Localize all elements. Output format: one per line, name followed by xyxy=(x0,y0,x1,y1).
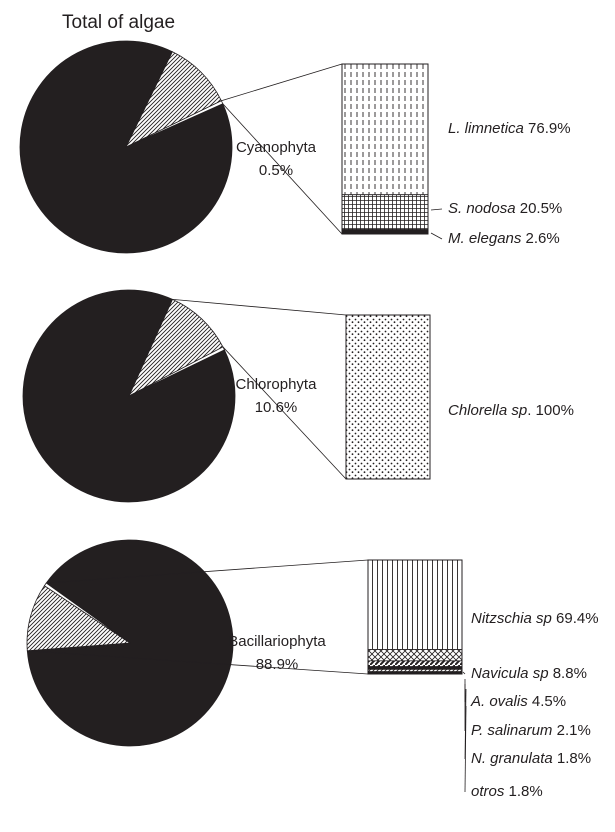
segment-leader-line xyxy=(462,671,466,675)
slice-label-value: 0.5% xyxy=(259,162,293,179)
segment-label-otros: otros 1.8% xyxy=(471,783,543,800)
segment-label-species: L. limnetica xyxy=(448,120,524,137)
segment-label-p-salinarum: P. salinarum 2.1% xyxy=(471,722,591,739)
bar-segment-s-nodosa xyxy=(341,194,429,230)
segment-label-percent: 4.5% xyxy=(528,693,566,710)
segment-label-chlorella-sp: Chlorella sp. 100% xyxy=(448,402,574,419)
charts-group: Cyanophyta 0.5% L. limnetica 76.9% S. nodos… xyxy=(19,40,599,800)
bar-segment-p-salinarum xyxy=(367,666,463,670)
pie-connector-top xyxy=(221,63,343,102)
slice-label-name: Cyanophyta xyxy=(236,139,317,156)
pie-panel-cyanophyta: Cyanophyta 0.5% L. limnetica 76.9% S. nodos… xyxy=(19,40,571,254)
pie-slice-cyanophyta xyxy=(43,582,131,644)
figure-title: Total of algae xyxy=(62,12,175,33)
segment-label-species: N. granulata xyxy=(471,750,553,767)
segment-label-species: Chlorella sp xyxy=(448,402,527,419)
pie-slice-chlorophyta xyxy=(128,298,224,397)
segment-label-species: otros xyxy=(471,783,505,800)
segment-label-s-nodosa: S. nodosa 20.5% xyxy=(448,200,562,217)
segment-label-percent: 69.4% xyxy=(552,610,599,627)
segment-label-species: S. nodosa xyxy=(448,200,516,217)
segment-leader-line xyxy=(430,208,443,211)
segment-label-navicula-sp: Navicula sp 8.8% xyxy=(471,665,587,682)
bar-segment-nitzschia-sp xyxy=(367,559,463,650)
slice-label-value: 88.9% xyxy=(256,656,299,673)
bar-segment-l-limnetica xyxy=(341,63,429,196)
pie-panel-bacillariophyta: Bacillariophyta 88.9% Nitzschia sp 69.4% Na… xyxy=(26,539,599,800)
segment-label-percent: 20.5% xyxy=(516,200,563,217)
bar-segment-a-ovalis xyxy=(367,660,463,668)
segment-label-species: M. elegans xyxy=(448,230,522,247)
segment-label-nitzschia-sp: Nitzschia sp 69.4% xyxy=(471,610,599,627)
bar-outline xyxy=(367,559,463,675)
segment-label-percent: 2.6% xyxy=(521,230,559,247)
slice-label-name: Bacillariophyta xyxy=(228,633,326,650)
bar-outline xyxy=(345,314,431,480)
segment-leader-line xyxy=(430,232,443,240)
bar-outline xyxy=(341,63,429,235)
segment-label-species: A. ovalis xyxy=(470,693,528,710)
slice-label-name: Chlorophyta xyxy=(236,376,318,393)
pie-panel-chlorophyta: Chlorophyta 10.6% Chlorella sp. 100% xyxy=(22,289,574,503)
segment-label-percent: 1.8% xyxy=(504,783,542,800)
segment-label-percent: 1.8% xyxy=(553,750,591,767)
segment-label-percent: . 100% xyxy=(527,402,574,419)
pie-connector-bottom xyxy=(222,346,347,480)
pie-connector-bottom xyxy=(27,650,369,675)
slice-label-value: 10.6% xyxy=(255,399,298,416)
segment-label-m-elegans: M. elegans 2.6% xyxy=(448,230,560,247)
pie-connector-top xyxy=(172,298,347,316)
bar-segment-navicula-sp xyxy=(367,649,463,662)
pie-slice-chlorophyta xyxy=(26,585,132,652)
bar-segment-m-elegans xyxy=(341,229,429,235)
segment-label-species: P. salinarum xyxy=(471,722,552,739)
segment-label-percent: 76.9% xyxy=(524,120,571,137)
segment-label-a-ovalis: A. ovalis 4.5% xyxy=(470,693,566,710)
segment-label-l-limnetica: L. limnetica 76.9% xyxy=(448,120,571,137)
segment-label-n-granulata: N. granulata 1.8% xyxy=(471,750,591,767)
segment-leader-line xyxy=(464,705,467,793)
segment-label-species: Nitzschia sp xyxy=(471,610,552,627)
segment-label-percent: 8.8% xyxy=(549,665,587,682)
pie-connector-top xyxy=(46,559,369,584)
pie-slice-chlorophyta xyxy=(125,51,222,148)
pie-connector-bottom xyxy=(222,103,343,235)
segment-label-species: Navicula sp xyxy=(471,665,549,682)
segment-label-percent: 2.1% xyxy=(552,722,590,739)
bar-segment-chlorella-sp xyxy=(345,314,431,480)
